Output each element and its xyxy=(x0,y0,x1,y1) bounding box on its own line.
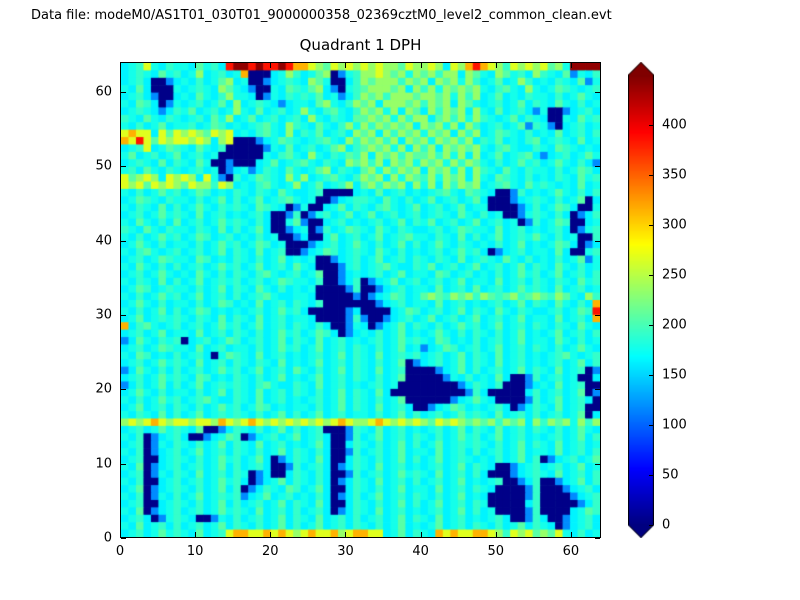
colorbar xyxy=(628,62,654,538)
y-tick-label: 30 xyxy=(95,307,112,323)
x-tick-mark xyxy=(420,63,422,68)
x-tick-label: 40 xyxy=(412,544,429,559)
x-tick-mark xyxy=(195,63,197,68)
x-tick-mark xyxy=(270,63,272,68)
x-tick-label: 0 xyxy=(115,544,125,559)
y-tick-mark xyxy=(595,166,600,168)
datafile-label: Data file: modeM0/AS1T01_030T01_90000003… xyxy=(31,8,612,23)
y-tick-mark xyxy=(121,389,126,391)
x-tick-mark xyxy=(570,532,572,537)
x-tick-mark xyxy=(420,532,422,537)
plot-title: Quadrant 1 DPH xyxy=(299,36,422,54)
colorbar-tick-mark xyxy=(649,375,653,376)
colorbar-tick-mark xyxy=(649,425,653,426)
colorbar-tick-mark xyxy=(649,275,653,276)
colorbar-tick-label: 50 xyxy=(662,467,679,483)
colorbar-tick-label: 100 xyxy=(662,417,687,433)
y-tick-mark xyxy=(121,463,126,465)
x-tick-mark xyxy=(345,532,347,537)
colorbar-tick-mark xyxy=(649,325,653,326)
colorbar-tick-mark xyxy=(649,175,653,176)
x-tick-label: 20 xyxy=(262,544,279,559)
x-tick-mark xyxy=(345,63,347,68)
y-tick-mark xyxy=(595,538,600,539)
y-tick-mark xyxy=(595,91,600,93)
y-tick-label: 60 xyxy=(95,84,112,100)
colorbar-tick-mark xyxy=(649,475,653,476)
colorbar-tick-mark xyxy=(649,525,653,526)
y-tick-label: 50 xyxy=(95,158,112,174)
colorbar-canvas xyxy=(628,62,654,538)
x-tick-mark xyxy=(570,63,572,68)
colorbar-tick-label: 200 xyxy=(662,317,687,333)
heatmap-canvas xyxy=(121,63,600,537)
y-tick-mark xyxy=(595,314,600,316)
x-tick-label: 30 xyxy=(337,544,354,559)
colorbar-tick-label: 350 xyxy=(662,167,687,183)
y-tick-label: 10 xyxy=(95,456,112,472)
y-tick-label: 20 xyxy=(95,381,112,397)
x-tick-label: 50 xyxy=(487,544,505,559)
y-tick-label: 40 xyxy=(95,233,112,248)
x-tick-mark xyxy=(270,532,272,537)
y-tick-mark xyxy=(595,240,600,242)
colorbar-tick-label: 400 xyxy=(662,117,687,133)
x-tick-label: 60 xyxy=(562,544,580,559)
y-tick-mark xyxy=(121,240,126,242)
x-tick-mark xyxy=(120,532,121,537)
y-tick-label: 0 xyxy=(103,530,112,546)
colorbar-tick-label: 0 xyxy=(662,517,671,533)
x-tick-mark xyxy=(495,63,497,68)
colorbar-tick-label: 250 xyxy=(662,267,687,283)
y-tick-mark xyxy=(121,91,126,93)
x-tick-label: 10 xyxy=(186,544,204,559)
y-tick-mark xyxy=(121,314,126,316)
colorbar-tick-mark xyxy=(649,225,653,226)
colorbar-tick-label: 300 xyxy=(662,217,687,233)
x-tick-mark xyxy=(195,532,197,537)
y-tick-mark xyxy=(595,463,600,465)
y-tick-mark xyxy=(121,538,126,539)
y-tick-mark xyxy=(121,166,126,168)
colorbar-tick-mark xyxy=(649,125,653,126)
x-tick-mark xyxy=(120,63,121,68)
plot-area xyxy=(120,62,601,538)
colorbar-tick-label: 150 xyxy=(662,367,687,383)
y-tick-mark xyxy=(595,389,600,391)
x-tick-mark xyxy=(495,532,497,537)
